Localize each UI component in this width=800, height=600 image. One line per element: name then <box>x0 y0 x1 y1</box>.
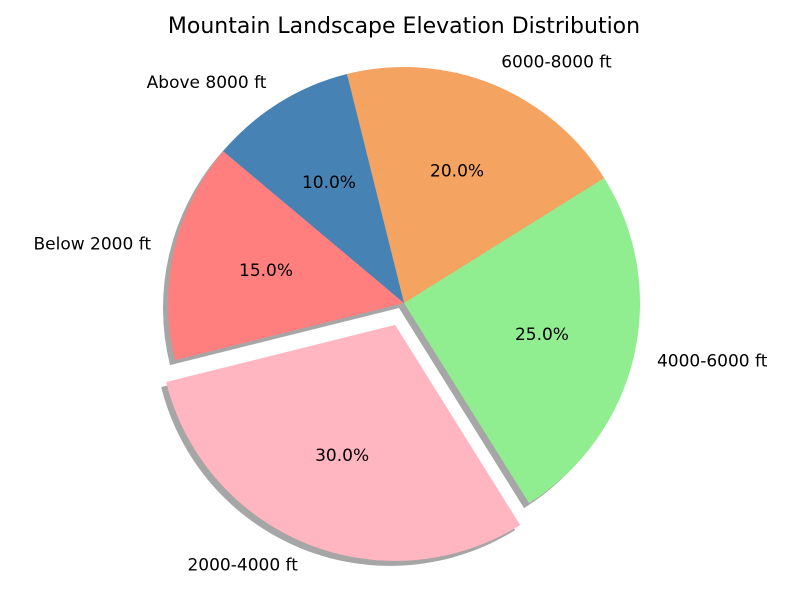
slice-percent-6000-8000-ft: 20.0% <box>430 162 484 182</box>
slice-label-above-8000-ft: Above 8000 ft <box>147 73 267 93</box>
slice-label-4000-6000-ft: 4000-6000 ft <box>657 351 768 371</box>
chart-title: Mountain Landscape Elevation Distributio… <box>168 14 640 39</box>
slice-percent-2000-4000-ft: 30.0% <box>315 446 369 466</box>
slice-percent-above-8000-ft: 10.0% <box>302 173 356 193</box>
slice-percent-4000-6000-ft: 25.0% <box>515 325 569 345</box>
slice-label-2000-4000-ft: 2000-4000 ft <box>187 556 298 576</box>
pie-slice-6000-8000-ft <box>346 67 605 304</box>
slice-label-below-2000-ft: Below 2000 ft <box>33 235 151 255</box>
slice-label-6000-8000-ft: 6000-8000 ft <box>501 52 612 72</box>
pie-slice-below-2000-ft <box>168 151 404 361</box>
pie-slices <box>166 67 640 561</box>
slice-percent-below-2000-ft: 15.0% <box>239 261 293 281</box>
pie-labels: Below 2000 ft 15.0% 2000-4000 ft 30.0% 4000-… <box>33 52 767 575</box>
pie-slice-above-8000-ft <box>223 74 404 303</box>
pie-slice-4000-6000-ft <box>404 177 640 504</box>
pie-slice-2000-4000-ft <box>166 324 521 561</box>
